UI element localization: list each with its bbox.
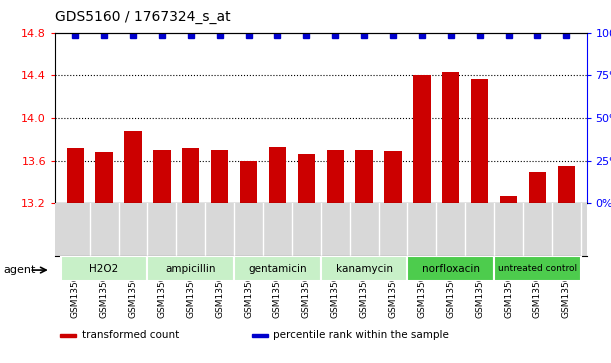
Text: ampicillin: ampicillin <box>166 264 216 274</box>
Text: transformed count: transformed count <box>82 330 179 340</box>
Bar <box>326 150 344 203</box>
Bar <box>500 196 518 203</box>
Text: GDS5160 / 1767324_s_at: GDS5160 / 1767324_s_at <box>55 9 230 24</box>
Text: percentile rank within the sample: percentile rank within the sample <box>273 330 449 340</box>
Bar <box>234 256 321 281</box>
Bar <box>252 334 268 337</box>
Bar <box>408 256 494 281</box>
Bar <box>182 148 199 203</box>
Bar <box>413 76 431 203</box>
Bar <box>321 256 408 281</box>
Bar <box>95 152 113 203</box>
Text: norfloxacin: norfloxacin <box>422 264 480 274</box>
Bar <box>269 147 286 203</box>
Bar <box>529 172 546 203</box>
Text: untreated control: untreated control <box>498 264 577 273</box>
Bar <box>60 334 76 337</box>
Bar <box>153 150 170 203</box>
Bar <box>471 78 488 203</box>
Bar <box>442 72 459 203</box>
Bar <box>147 256 234 281</box>
Text: agent: agent <box>3 265 35 276</box>
Bar <box>67 148 84 203</box>
Bar <box>494 256 581 281</box>
Text: H2O2: H2O2 <box>89 264 119 274</box>
Bar <box>356 150 373 203</box>
Text: gentamicin: gentamicin <box>248 264 307 274</box>
Bar <box>211 150 229 203</box>
Bar <box>298 154 315 203</box>
Bar <box>558 166 575 203</box>
Text: kanamycin: kanamycin <box>335 264 393 274</box>
Bar <box>384 151 401 203</box>
Bar <box>60 256 147 281</box>
Bar <box>240 161 257 203</box>
Bar <box>124 131 142 203</box>
